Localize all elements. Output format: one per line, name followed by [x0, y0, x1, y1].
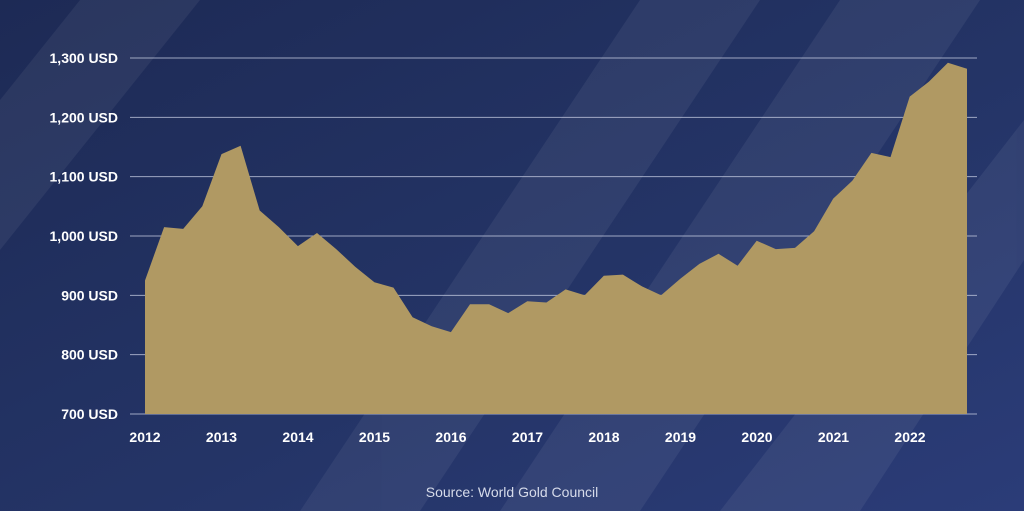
y-tick-label: 800 USD — [61, 347, 118, 363]
x-tick-label: 2020 — [741, 429, 772, 445]
y-tick-label: 1,000 USD — [50, 228, 118, 244]
background-stripe — [0, 0, 200, 250]
y-tick-label: 900 USD — [61, 287, 118, 303]
x-tick-label: 2019 — [665, 429, 696, 445]
y-tick-label: 1,100 USD — [50, 169, 118, 185]
x-tick-label: 2016 — [435, 429, 466, 445]
y-tick-label: 1,200 USD — [50, 109, 118, 125]
y-tick-label: 700 USD — [61, 406, 118, 422]
x-tick-label: 2022 — [894, 429, 925, 445]
area-series — [145, 62, 967, 414]
source-note: Source: World Gold Council — [426, 484, 598, 500]
y-tick-label: 1,300 USD — [50, 50, 118, 66]
x-tick-label: 2015 — [359, 429, 390, 445]
x-axis-tick-labels: 2012 2013 2014 2015 2016 2017 2018 2019 2020 2021… — [129, 429, 925, 445]
x-tick-label: 2021 — [818, 429, 849, 445]
x-tick-label: 2018 — [588, 429, 619, 445]
x-tick-label: 2013 — [206, 429, 237, 445]
x-tick-label: 2014 — [282, 429, 313, 445]
gold-price-area — [145, 62, 967, 414]
x-tick-label: 2017 — [512, 429, 543, 445]
y-axis-tick-labels: 700 USD 800 USD 900 USD 1,000 USD 1,100 USD 1… — [50, 50, 118, 422]
x-tick-label: 2012 — [129, 429, 160, 445]
